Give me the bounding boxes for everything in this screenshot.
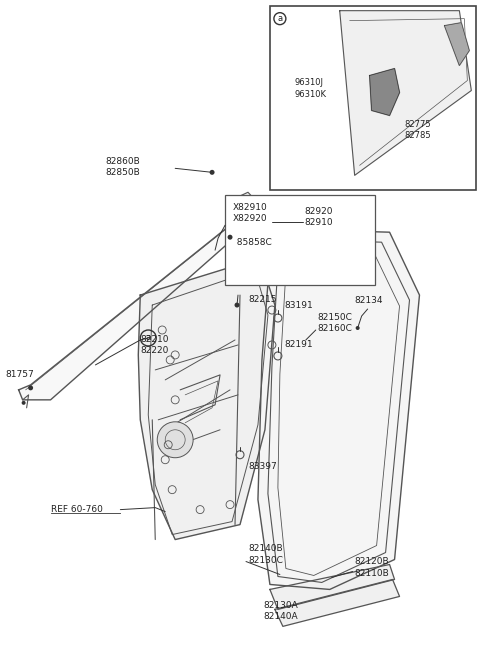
Text: a: a [145,333,151,343]
Polygon shape [235,193,265,218]
Text: 82120B
82110B: 82120B 82110B [355,557,389,578]
Text: 83397: 83397 [248,462,277,471]
Circle shape [157,422,193,458]
Text: 82140B
82130C: 82140B 82130C [248,544,283,565]
Polygon shape [275,580,399,626]
Text: 81757: 81757 [6,370,35,379]
Circle shape [235,303,240,308]
Polygon shape [270,565,395,609]
Bar [270,6,476,191]
Text: 82210
82220: 82210 82220 [140,335,169,355]
Text: 82215: 82215 [248,295,276,303]
Text: 82860B
82850B: 82860B 82850B [106,157,140,178]
Circle shape [356,326,360,330]
Polygon shape [138,258,275,540]
Text: 96310J
96310K: 96310J 96310K [295,79,327,98]
Text: X82910
X82920: X82910 X82920 [233,203,268,223]
Polygon shape [19,205,260,400]
Circle shape [28,385,33,390]
Text: a: a [277,14,282,23]
Polygon shape [444,23,469,66]
Text: 82920
82910: 82920 82910 [305,207,334,227]
Circle shape [228,234,232,240]
Polygon shape [370,69,399,115]
Text: 82150C
82160C: 82150C 82160C [318,313,353,333]
Text: 82191: 82191 [285,341,313,350]
Circle shape [210,170,215,175]
Circle shape [22,401,25,405]
Text: 82775
82785: 82775 82785 [405,121,431,140]
Text: 82130A
82140A: 82130A 82140A [263,601,298,622]
Text: REF 60-760: REF 60-760 [50,505,102,514]
Polygon shape [340,10,471,176]
Text: 83191: 83191 [285,301,313,310]
Polygon shape [258,230,420,590]
Text: 85858C: 85858C [231,238,272,247]
Text: 82134: 82134 [355,295,383,305]
Bar [225,195,374,285]
